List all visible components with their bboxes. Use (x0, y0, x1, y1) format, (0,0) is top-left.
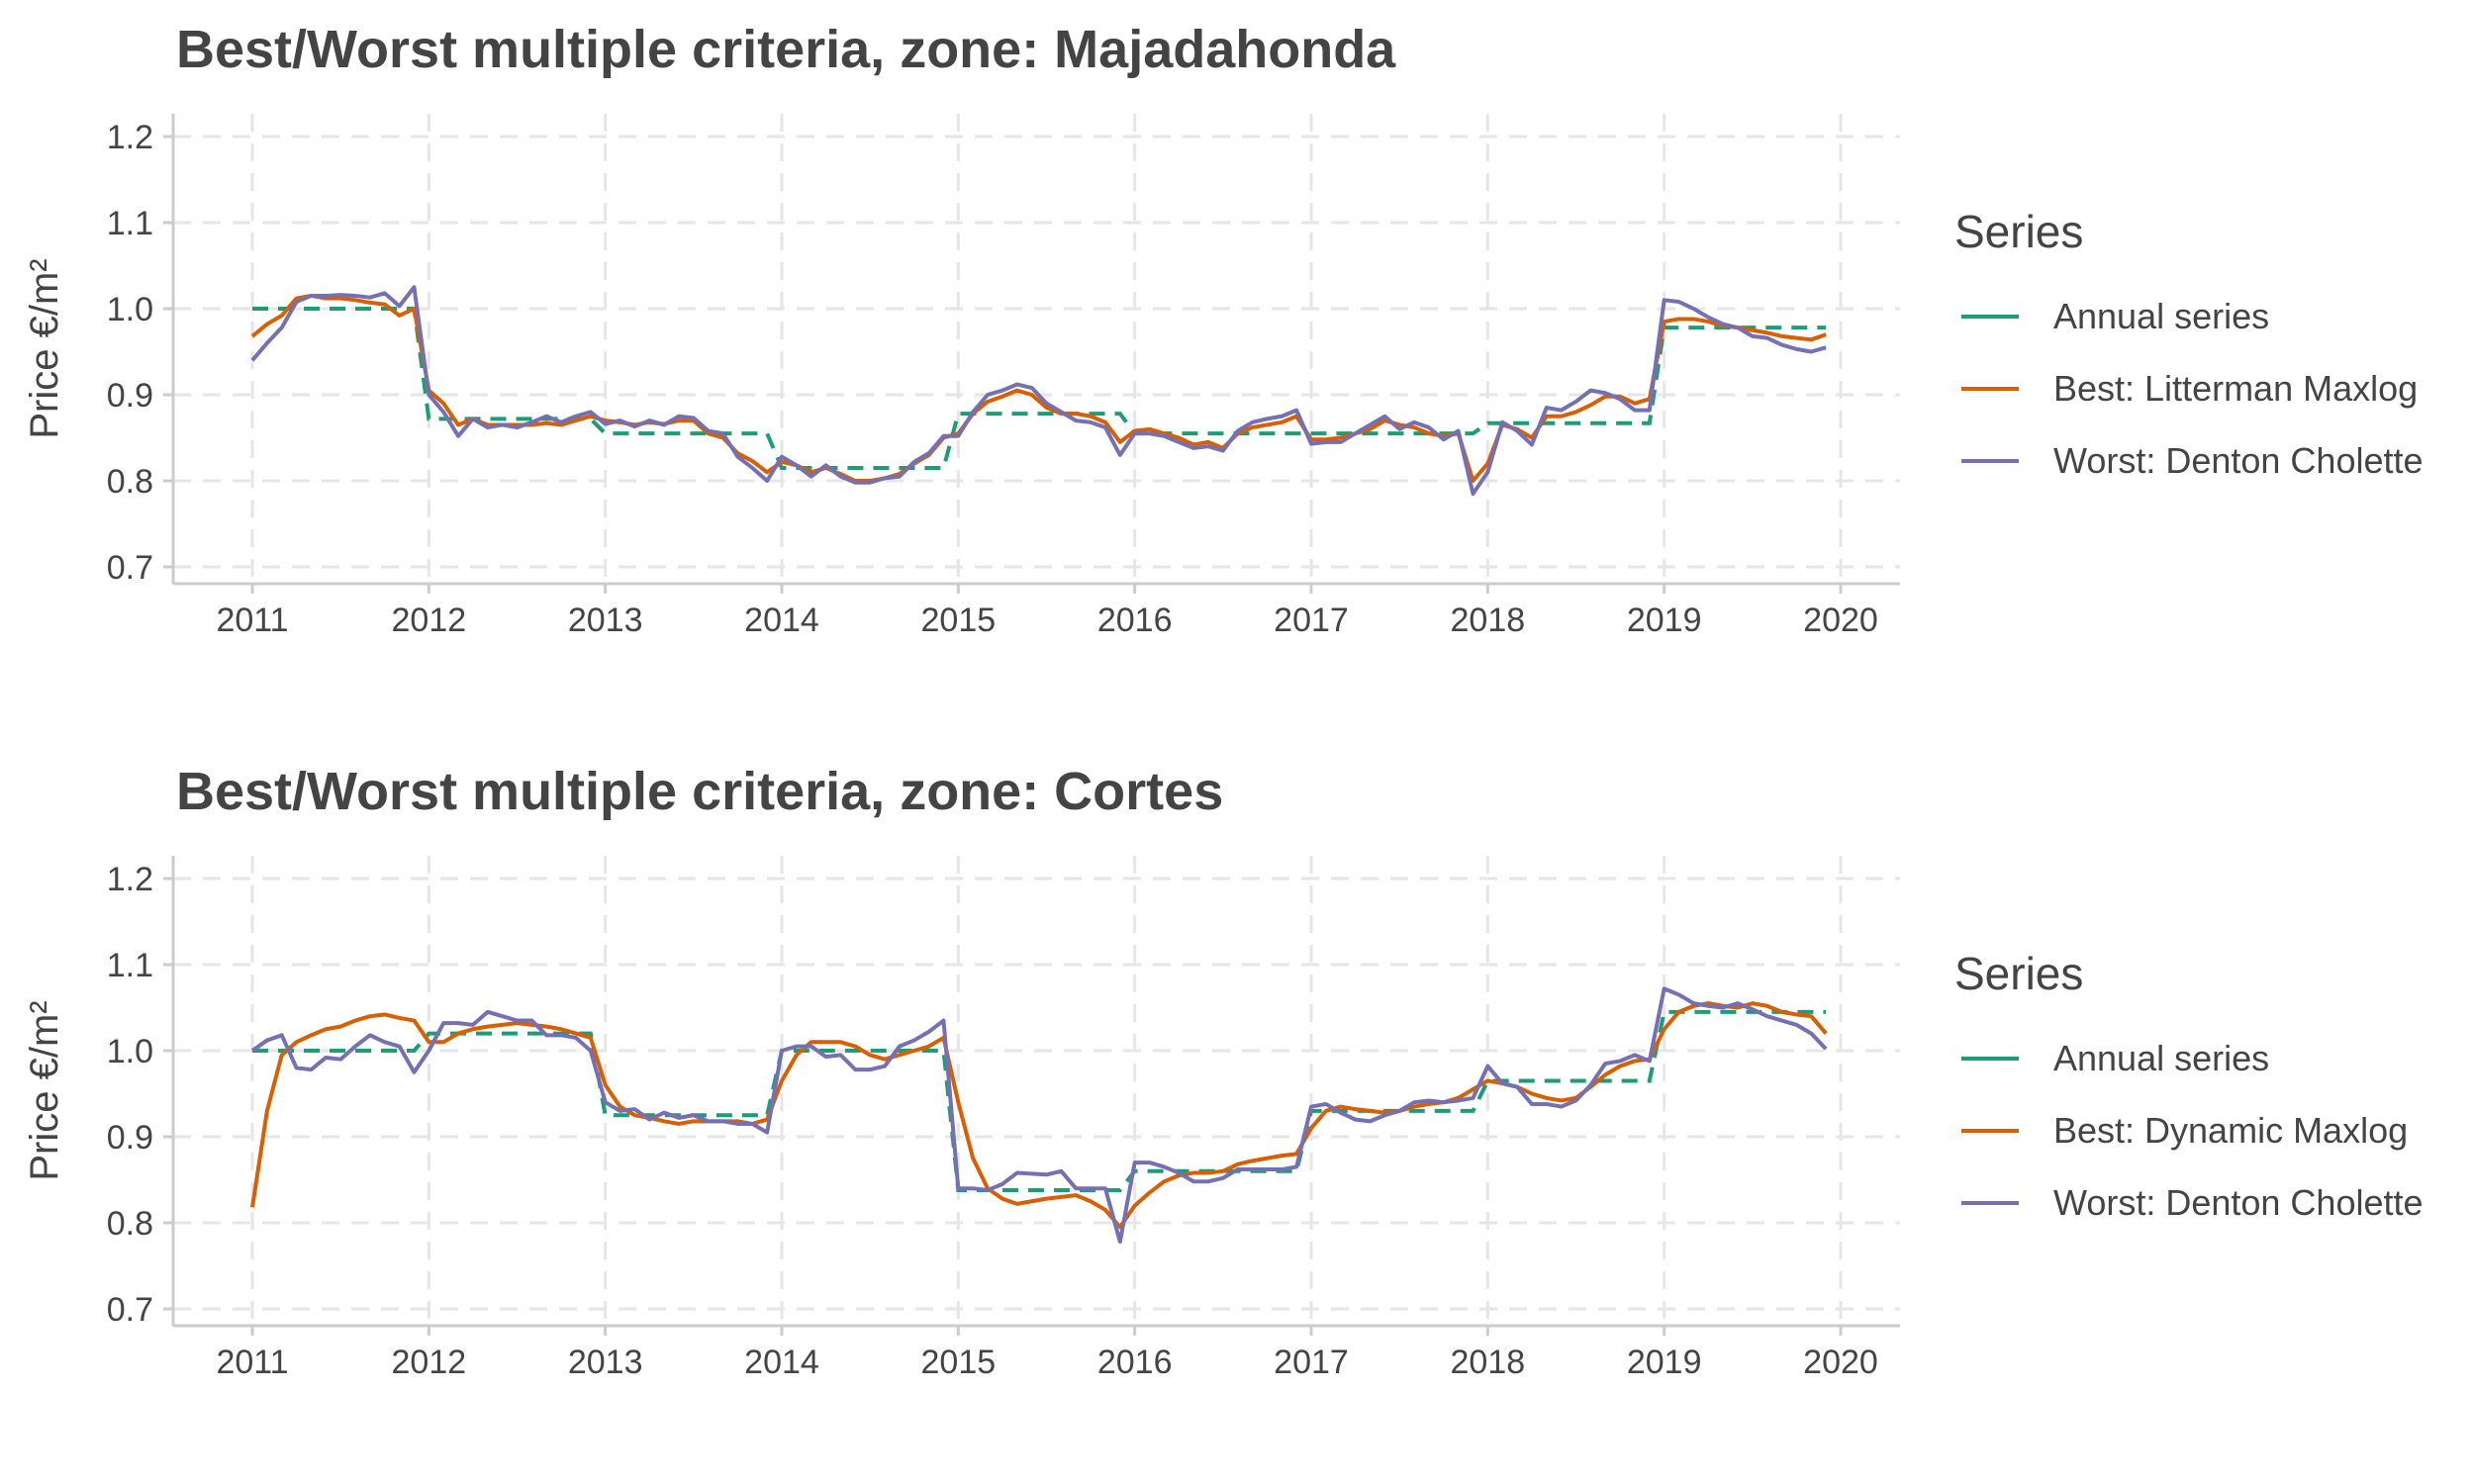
y-tick-label: 1.0 (107, 291, 153, 328)
legend-label-annual: Annual series (2053, 1038, 2269, 1078)
y-tick-label: 1.0 (107, 1033, 153, 1070)
series-line-annual (252, 307, 1827, 470)
y-axis-label: Price €/m² (23, 258, 66, 438)
line-chart-majadahonda: Best/Worst multiple criteria, zone: Maja… (23, 20, 2424, 639)
grid (173, 114, 1900, 584)
series-line-best (250, 1001, 1828, 1230)
x-tick-label: 2012 (392, 1344, 467, 1381)
y-tick-label: 1.2 (107, 861, 153, 898)
legend-label-worst: Worst: Denton Cholette (2053, 1182, 2424, 1223)
y-tick-label: 0.8 (107, 1205, 153, 1243)
x-tick-label: 2011 (216, 602, 288, 639)
line-chart-cortes: Best/Worst multiple criteria, zone: Cort… (23, 762, 2424, 1381)
legend-label-annual: Annual series (2053, 296, 2269, 336)
series-line-worst (250, 986, 1828, 1245)
grid (173, 856, 1900, 1326)
x-tick-label: 2016 (1097, 1344, 1173, 1381)
chart-title: Best/Worst multiple criteria, zone: Cort… (176, 762, 1223, 821)
x-tick-label: 2017 (1274, 1344, 1349, 1381)
legend-title: Series (1954, 948, 2083, 999)
legend-label-best: Best: Litterman Maxlog (2053, 368, 2418, 409)
y-tick-label: 1.1 (107, 947, 153, 984)
y-tick-label: 0.9 (107, 377, 153, 415)
legend: Series Annual series Best: Dynamic Maxlog W… (1954, 948, 2424, 1223)
x-tick-label: 2012 (392, 602, 467, 639)
x-tick-label: 2015 (921, 602, 997, 639)
legend-title: Series (1954, 206, 2083, 257)
x-tick-label: 2013 (568, 602, 643, 639)
x-tick-label: 2018 (1451, 1344, 1526, 1381)
x-tick-label: 2016 (1097, 602, 1173, 639)
legend-label-best: Best: Dynamic Maxlog (2053, 1110, 2408, 1151)
y-tick-label: 1.1 (107, 205, 153, 242)
chart-title: Best/Worst multiple criteria, zone: Maja… (176, 20, 1396, 79)
y-axis-label: Price €/m² (23, 1000, 66, 1180)
x-tick-label: 2020 (1803, 602, 1878, 639)
x-tick-label: 2019 (1627, 1344, 1702, 1381)
x-tick-label: 2014 (744, 1344, 819, 1381)
x-tick-label: 2018 (1451, 602, 1526, 639)
legend: Series Annual series Best: Litterman Maxlo… (1954, 206, 2424, 481)
y-tick-label: 1.2 (107, 119, 153, 156)
y-tick-label: 0.8 (107, 463, 153, 501)
x-tick-label: 2020 (1803, 1344, 1878, 1381)
series-line-worst (250, 285, 1827, 497)
x-tick-label: 2013 (568, 1344, 643, 1381)
y-tick-label: 0.7 (107, 549, 153, 587)
x-tick-label: 2017 (1274, 602, 1349, 639)
y-tick-label: 0.9 (107, 1119, 153, 1157)
x-tick-label: 2011 (216, 1344, 288, 1381)
series-line-best (250, 293, 1827, 483)
y-tick-label: 0.7 (107, 1291, 153, 1329)
chart-panel-cortes: Best/Worst multiple criteria, zone: Cort… (0, 742, 2474, 1484)
x-tick-label: 2014 (744, 602, 819, 639)
chart-panel-majadahonda: Best/Worst multiple criteria, zone: Maja… (23, 20, 2424, 639)
x-tick-label: 2019 (1627, 602, 1702, 639)
legend-label-worst: Worst: Denton Cholette (2053, 440, 2424, 481)
series-line-annual (252, 1009, 1827, 1192)
x-tick-label: 2015 (921, 1344, 997, 1381)
